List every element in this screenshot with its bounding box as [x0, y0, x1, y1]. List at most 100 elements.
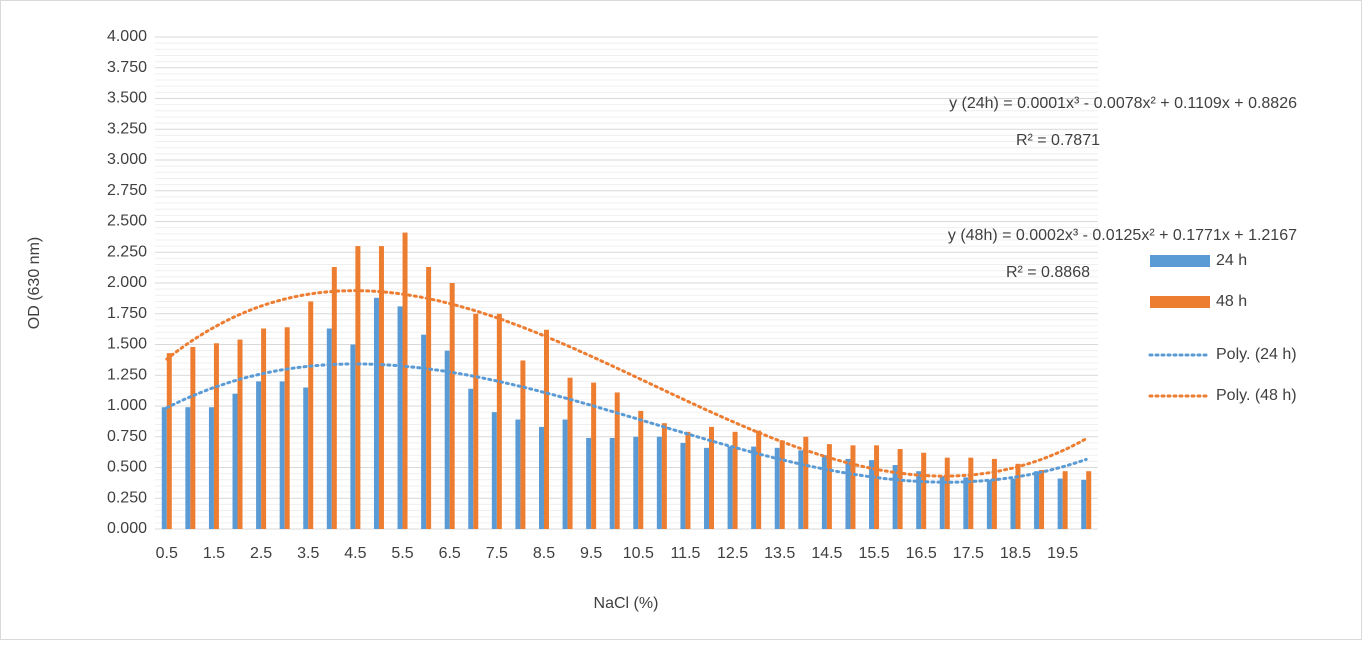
y-tick-label: 3.500: [107, 90, 147, 107]
bar: [326, 328, 332, 529]
x-tick-label: 18.5: [1000, 545, 1031, 562]
bar: [779, 440, 785, 529]
x-tick-label: 4.5: [344, 545, 366, 562]
bar: [826, 444, 832, 529]
bar: [350, 344, 356, 529]
y-tick-label: 1.500: [107, 336, 147, 353]
bar: [538, 426, 544, 529]
bar: [279, 381, 285, 529]
bar: [161, 407, 167, 529]
bar: [232, 393, 238, 529]
bar: [756, 430, 762, 529]
bar: [586, 437, 592, 529]
bar: [897, 449, 903, 529]
bar: [421, 334, 427, 529]
bar: [986, 479, 992, 529]
bar: [751, 446, 757, 529]
x-tick-label: 13.5: [764, 545, 795, 562]
bar: [874, 445, 880, 529]
bar: [680, 442, 686, 529]
bar: [208, 407, 214, 529]
bar: [520, 360, 526, 529]
bar: [661, 423, 667, 529]
y-tick-label: 2.250: [107, 243, 147, 260]
bar: [261, 328, 267, 529]
bar: [1015, 463, 1021, 529]
y-tick-label: 2.000: [107, 274, 147, 291]
x-tick-label: 10.5: [623, 545, 654, 562]
bar: [303, 387, 309, 529]
legend-label: Poly. (24 h): [1216, 346, 1297, 363]
bar: [850, 445, 856, 529]
y-tick-label: 3.000: [107, 151, 147, 168]
bar: [213, 343, 219, 529]
bar: [355, 246, 361, 529]
bar: [991, 458, 997, 529]
bar: [166, 353, 172, 529]
bar: [185, 407, 191, 529]
bar: [1081, 479, 1087, 529]
x-tick-label: 17.5: [953, 545, 984, 562]
bar: [774, 447, 780, 529]
bar: [256, 381, 262, 529]
bar: [444, 350, 450, 529]
y-tick-label: 2.500: [107, 213, 147, 230]
y-tick-label: 2.750: [107, 182, 147, 199]
bar: [892, 465, 898, 529]
bar: [543, 329, 549, 529]
x-tick-label: 0.5: [156, 545, 178, 562]
bar: [921, 452, 927, 529]
trendline: [165, 289, 1088, 478]
bar: [1034, 471, 1040, 529]
bar: [378, 246, 384, 529]
bar: [496, 313, 502, 529]
bar: [449, 283, 455, 529]
y-tick-label: 1.000: [107, 397, 147, 414]
x-tick-label: 5.5: [391, 545, 413, 562]
y-tick-label: 1.750: [107, 305, 147, 322]
bar: [656, 436, 662, 529]
x-tick-label: 8.5: [533, 545, 555, 562]
bar: [803, 436, 809, 529]
bar: [727, 446, 733, 529]
x-tick-label: 15.5: [858, 545, 889, 562]
bar: [190, 346, 196, 529]
bar: [402, 232, 408, 529]
bar: [845, 458, 851, 529]
bar: [633, 436, 639, 529]
bar: [373, 297, 379, 529]
x-tick-label: 2.5: [250, 545, 272, 562]
bar: [709, 426, 715, 529]
bar: [916, 471, 922, 529]
y-tick-label: 0.500: [107, 459, 147, 476]
x-tick-label: 9.5: [580, 545, 602, 562]
trendline: [165, 362, 1088, 484]
x-tick-label: 7.5: [486, 545, 508, 562]
bar: [939, 476, 945, 529]
bar: [944, 457, 950, 529]
y-axis-title: OD (630 nm): [26, 237, 43, 329]
bar: [685, 431, 691, 529]
bar: [397, 306, 403, 529]
bar: [426, 267, 432, 529]
bar: [491, 412, 497, 529]
bar: [732, 431, 738, 529]
bar: [515, 419, 521, 529]
trendline-equation: y (24h) = 0.0001x³ - 0.0078x² + 0.1109x …: [949, 95, 1297, 112]
trendline-equation: y (48h) = 0.0002x³ - 0.0125x² + 0.1771x …: [948, 227, 1297, 244]
bar: [308, 301, 314, 529]
x-tick-label: 6.5: [439, 545, 461, 562]
bar: [704, 447, 710, 529]
bar: [237, 339, 243, 529]
bar: [567, 377, 573, 529]
legend-label: 24 h: [1216, 252, 1247, 269]
x-axis-title: NaCl (%): [594, 595, 659, 612]
bar: [1062, 471, 1068, 529]
y-tick-label: 3.750: [107, 59, 147, 76]
bar: [821, 455, 827, 529]
y-tick-label: 4.000: [107, 28, 147, 45]
bar: [638, 410, 644, 529]
bar: [609, 437, 615, 529]
y-tick-label: 3.250: [107, 120, 147, 137]
